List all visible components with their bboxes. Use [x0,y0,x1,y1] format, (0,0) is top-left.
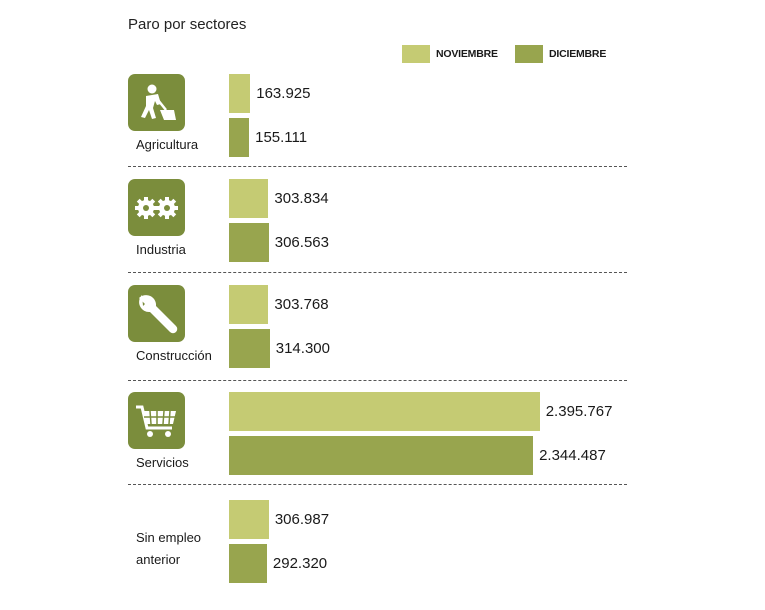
value-label-diciembre-servicios: 2.344.487 [539,447,606,464]
value-label-noviembre-industria: 303.834 [274,190,329,207]
value-label-diciembre-industria: 306.563 [274,234,329,251]
value-label-diciembre-sin-empleo-anterior: 292.320 [272,555,328,572]
sector-label-servicios: Servicios [136,455,189,470]
section-divider [128,484,627,485]
section-divider [128,272,627,273]
legend-item-noviembre: NOVIEMBRE [402,45,498,63]
bar-noviembre-sin-empleo-anterior [229,500,269,539]
value-label-noviembre-servicios: 2.395.767 [545,403,613,420]
worker-shovel-icon [128,74,185,131]
sector-label-construccion: Construcción [136,348,212,363]
sector-label-agricultura: Agricultura [136,137,199,152]
value-label-diciembre-construccion: 314.300 [275,340,330,357]
bar-noviembre-industria [229,179,269,218]
shopping-cart-icon [128,392,185,449]
section-divider [128,166,627,167]
value-label-noviembre-construccion: 303.768 [274,296,329,313]
value-label-noviembre-agricultura: 163.925 [256,85,311,102]
legend-label-diciembre: DICIEMBRE [549,48,607,60]
legend-item-diciembre: DICIEMBRE [515,45,606,63]
chart-title: Paro por sectores [128,16,247,33]
sector-label-industria: Industria [136,242,186,257]
value-label-diciembre-agricultura: 155.111 [255,129,308,146]
bar-noviembre-servicios [229,392,540,431]
wrench-icon [128,285,185,342]
legend-swatch-noviembre [402,45,430,63]
value-label-noviembre-sin-empleo-anterior: 306.987 [274,511,330,528]
bar-diciembre-industria [229,223,269,262]
bar-diciembre-construccion [229,329,270,368]
gears-icon [128,179,185,236]
bar-noviembre-agricultura [229,74,251,113]
bar-diciembre-sin-empleo-anterior [229,544,267,583]
legend-label-noviembre: NOVIEMBRE [436,48,498,60]
legend-swatch-diciembre [515,45,543,63]
bar-noviembre-construccion [229,285,269,324]
section-divider [128,380,627,381]
bar-diciembre-servicios [229,436,534,475]
bar-diciembre-agricultura [229,118,250,157]
sector-label-sin-empleo-anterior: Sin empleo anterior [136,530,202,567]
